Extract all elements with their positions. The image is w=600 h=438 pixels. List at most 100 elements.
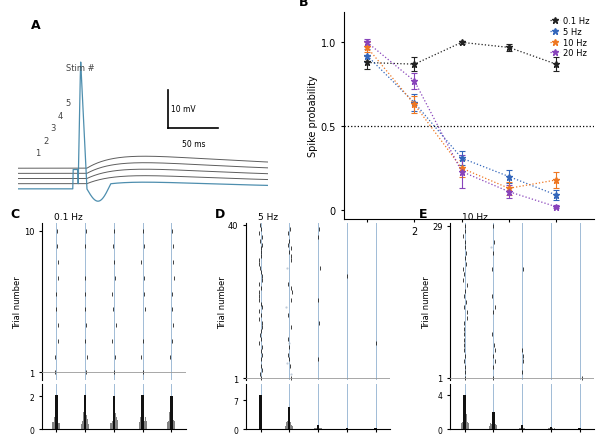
Bar <box>114 410 115 429</box>
Bar <box>549 428 550 429</box>
Bar <box>85 419 86 429</box>
Bar <box>492 412 494 429</box>
Bar <box>53 422 55 429</box>
Bar <box>520 428 521 429</box>
Bar <box>86 415 87 429</box>
Bar <box>259 395 262 429</box>
Bar <box>173 420 174 429</box>
Text: D: D <box>215 207 225 220</box>
Y-axis label: Spike probability: Spike probability <box>308 75 318 157</box>
Bar <box>317 427 318 429</box>
Bar <box>466 414 467 429</box>
Bar <box>84 396 86 429</box>
Bar <box>112 421 113 429</box>
Text: B: B <box>298 0 308 9</box>
Text: 5 Hz: 5 Hz <box>257 213 278 222</box>
Legend: 0.1 Hz, 5 Hz, 10 Hz, 20 Hz: 0.1 Hz, 5 Hz, 10 Hz, 20 Hz <box>550 17 590 58</box>
Bar <box>523 428 524 429</box>
Bar <box>170 418 172 429</box>
Bar <box>316 427 317 429</box>
Bar <box>320 428 321 429</box>
Text: E: E <box>419 207 427 220</box>
Bar <box>111 423 112 429</box>
Bar <box>116 417 117 429</box>
Bar <box>291 425 292 429</box>
Bar <box>463 420 464 429</box>
Bar <box>346 428 348 429</box>
Bar <box>519 428 520 429</box>
Bar <box>113 396 115 429</box>
Bar <box>494 421 495 429</box>
Bar <box>292 426 293 429</box>
Bar <box>167 422 169 429</box>
Bar <box>290 422 291 429</box>
Text: Stim #: Stim # <box>65 64 94 73</box>
Bar <box>346 428 347 429</box>
Bar <box>139 422 140 429</box>
Bar <box>493 423 494 429</box>
Bar <box>142 420 143 429</box>
Bar <box>82 421 83 429</box>
Bar <box>319 427 320 429</box>
Bar <box>289 423 290 429</box>
Bar <box>550 427 551 429</box>
Bar <box>315 428 316 429</box>
Bar <box>548 428 549 429</box>
Bar <box>169 412 170 429</box>
Text: 5: 5 <box>65 99 71 108</box>
Bar <box>143 420 145 429</box>
Bar <box>172 417 173 429</box>
Y-axis label: Trial number: Trial number <box>422 276 431 328</box>
Bar <box>467 424 469 429</box>
Bar <box>496 425 497 429</box>
Bar <box>257 418 259 429</box>
Bar <box>84 417 85 429</box>
Bar <box>59 423 60 429</box>
Bar <box>142 395 144 429</box>
Bar <box>552 428 553 429</box>
Bar <box>554 428 555 429</box>
Bar <box>87 419 88 429</box>
Bar <box>56 416 57 429</box>
Bar <box>314 428 315 429</box>
Bar <box>83 412 84 429</box>
Bar <box>113 409 114 429</box>
Bar <box>462 422 463 429</box>
Bar <box>286 422 287 429</box>
Bar <box>110 423 111 429</box>
Text: 1: 1 <box>35 148 41 158</box>
Bar <box>263 424 265 429</box>
Text: 50 ms: 50 ms <box>182 139 205 148</box>
Bar <box>81 424 82 429</box>
Bar <box>521 427 522 429</box>
Bar <box>318 427 319 429</box>
Text: 3: 3 <box>50 124 56 133</box>
Bar <box>521 425 523 429</box>
Bar <box>317 425 319 429</box>
Y-axis label: Trial number: Trial number <box>218 276 227 328</box>
Text: C: C <box>10 207 20 220</box>
Bar <box>491 424 493 429</box>
Bar <box>550 427 552 429</box>
Bar <box>374 428 376 429</box>
Bar <box>288 407 290 429</box>
Bar <box>579 428 580 429</box>
X-axis label: Stim #: Stim # <box>452 242 485 252</box>
Bar <box>578 428 581 429</box>
Bar <box>141 417 142 429</box>
Bar <box>551 428 552 429</box>
Bar <box>287 421 288 429</box>
Bar <box>115 413 116 429</box>
Text: A: A <box>31 19 40 32</box>
Text: 4: 4 <box>58 112 63 120</box>
Bar <box>463 395 466 429</box>
Text: 10 mV: 10 mV <box>171 105 196 114</box>
Bar <box>52 422 53 429</box>
Bar <box>464 414 466 429</box>
Bar <box>321 428 322 429</box>
Y-axis label: Trial number: Trial number <box>13 276 22 328</box>
Bar <box>170 396 173 429</box>
Bar <box>58 423 59 429</box>
Bar <box>88 424 89 429</box>
Text: 10 Hz: 10 Hz <box>462 213 488 222</box>
